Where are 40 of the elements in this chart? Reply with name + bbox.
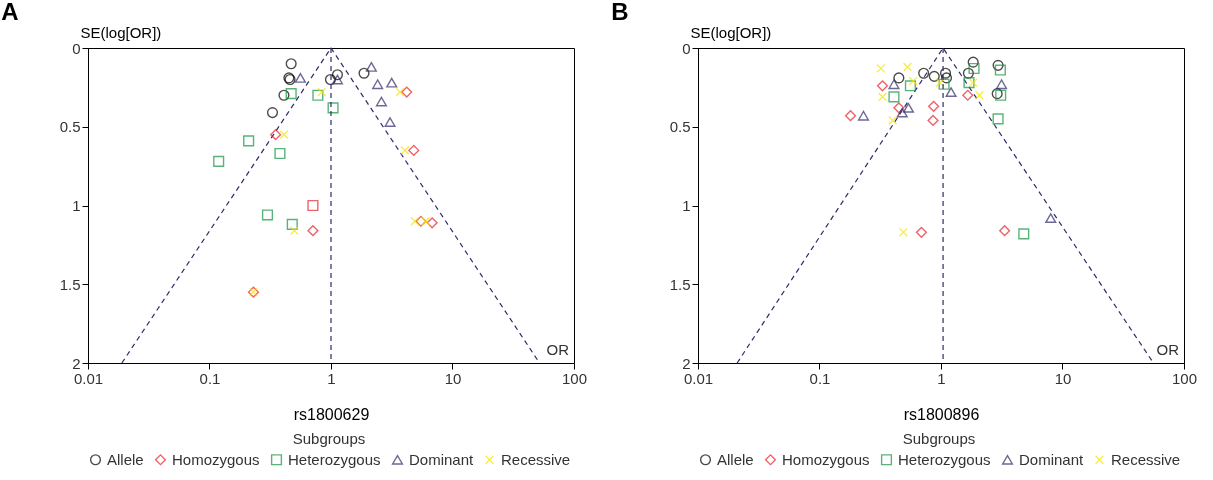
x-axis-title: rs1800629 xyxy=(293,405,370,423)
legend-label: Heterozygous xyxy=(898,450,991,468)
x-tick-label: 10 xyxy=(444,369,462,387)
x-tick-label: 100 xyxy=(561,369,588,387)
y-tick-label: 1.5 xyxy=(669,275,691,293)
legend-title: Subgroups xyxy=(292,430,366,447)
legend-label: Recessive xyxy=(1111,450,1181,468)
chart-title: A xyxy=(1,0,19,25)
y-tick-label: 2 xyxy=(682,354,691,372)
y-tick-label: 0 xyxy=(682,39,691,57)
legend-label: Dominant xyxy=(409,450,475,468)
legend-title: Subgroups xyxy=(902,430,976,447)
y-tick-label: 0 xyxy=(72,39,81,57)
y-axis-title: SE(log[OR]) xyxy=(80,23,162,41)
y-tick-label: 2 xyxy=(72,354,81,372)
x-tick-label: 0.1 xyxy=(199,369,221,387)
x-tick-label: 0.01 xyxy=(683,369,714,387)
legend-label: Allele xyxy=(717,450,754,468)
annotation: OR xyxy=(1156,341,1180,358)
x-tick-label: 0.01 xyxy=(73,369,104,387)
legend-label: Allele xyxy=(107,450,144,468)
y-tick-label: 1 xyxy=(72,197,81,214)
legend-label: Heterozygous xyxy=(288,450,381,468)
legend-label: Homozygous xyxy=(172,450,260,468)
x-tick-label: 0.1 xyxy=(809,369,831,387)
chart-title: B xyxy=(611,0,629,25)
legend-label: Homozygous xyxy=(782,450,870,468)
y-tick-label: 0.5 xyxy=(669,118,691,136)
annotation: OR xyxy=(546,341,570,358)
y-axis-title: SE(log[OR]) xyxy=(690,23,772,41)
legend-label: Dominant xyxy=(1019,450,1085,468)
legend-label: Recessive xyxy=(501,450,571,468)
x-tick-label: 1 xyxy=(327,369,336,387)
x-axis-title: rs1800896 xyxy=(903,405,980,423)
y-tick-label: 1.5 xyxy=(59,275,81,293)
x-tick-label: 10 xyxy=(1054,369,1072,387)
y-tick-label: 0.5 xyxy=(59,118,81,136)
x-tick-label: 1 xyxy=(937,369,946,387)
x-tick-label: 100 xyxy=(1171,369,1198,387)
y-tick-label: 1 xyxy=(682,197,691,214)
